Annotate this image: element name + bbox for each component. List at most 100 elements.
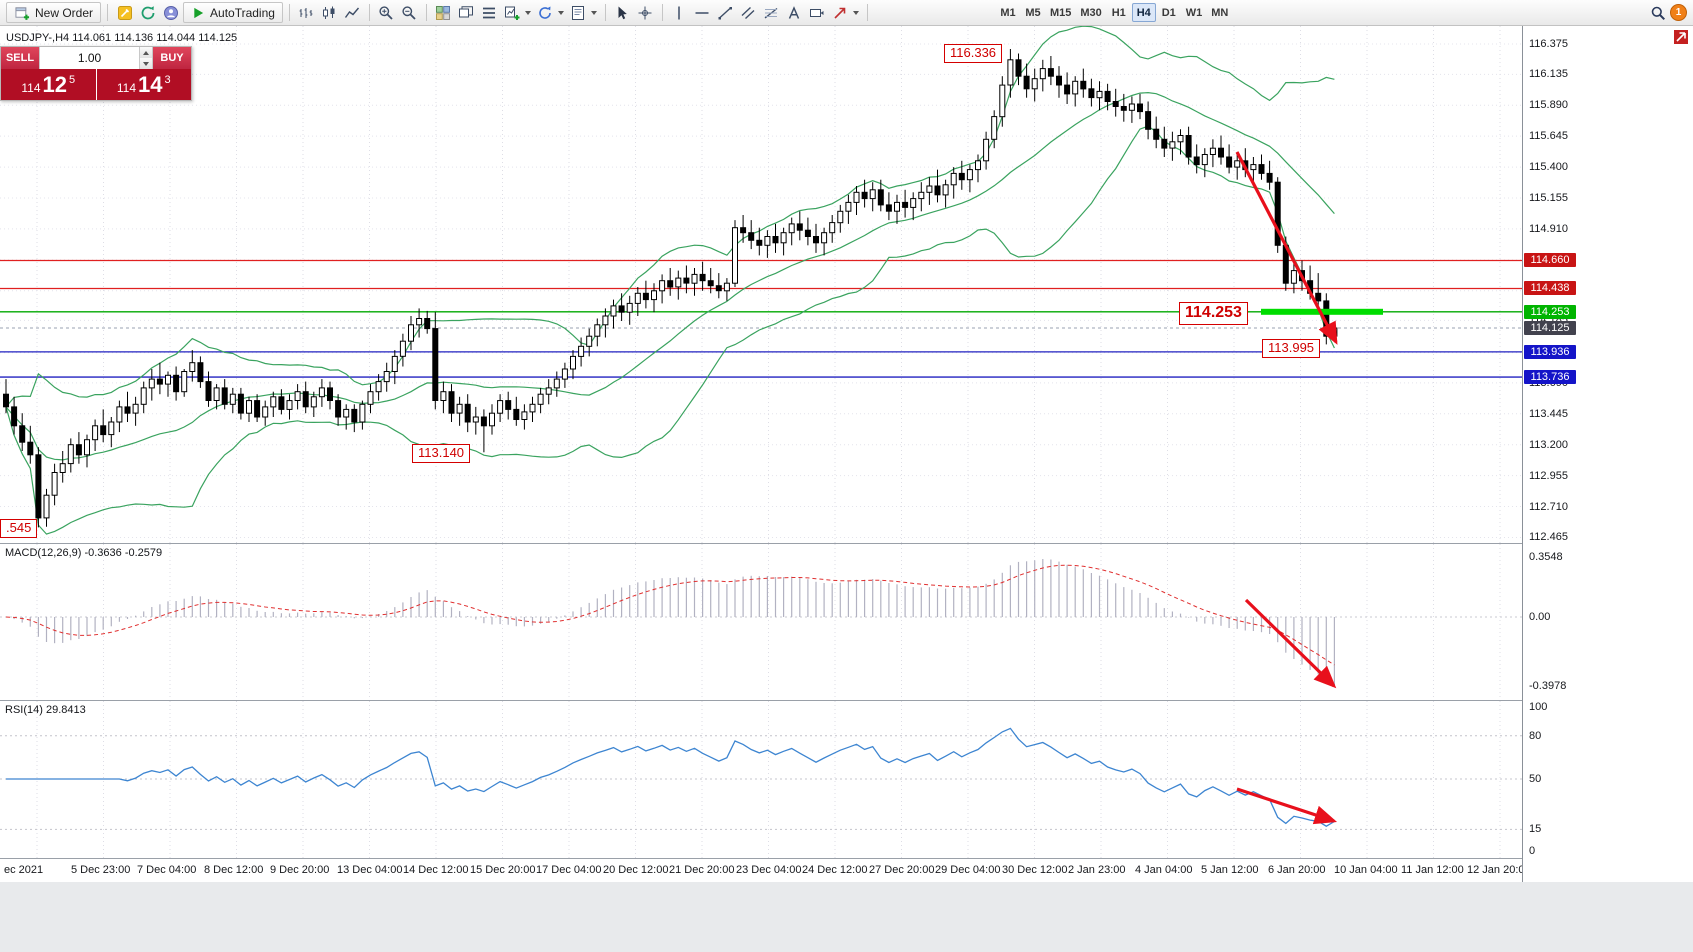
- arrow-up-right-icon: [1676, 32, 1686, 42]
- trendline-icon[interactable]: [715, 2, 736, 23]
- time-axis-label: 4 Jan 04:00: [1135, 864, 1193, 876]
- panel-separator[interactable]: [0, 700, 1693, 701]
- price-axis-label: 115.645: [1529, 130, 1568, 142]
- time-axis-label: 10 Jan 04:00: [1334, 864, 1398, 876]
- volume-decrease-button[interactable]: [140, 58, 152, 69]
- trend-arrow-rsi[interactable]: [1236, 787, 1338, 825]
- trade-panel-controls: SELL 1.00 BUY: [1, 47, 191, 69]
- down-arrow-icon: [143, 61, 149, 66]
- volume-increase-button[interactable]: [140, 47, 152, 58]
- sell-price-big: 12: [42, 71, 67, 97]
- label-tool-icon[interactable]: [807, 2, 828, 23]
- separator: [604, 4, 606, 21]
- price-tag-113.736: 113.736: [1524, 370, 1576, 384]
- dropdown-caret[interactable]: [524, 10, 531, 15]
- time-scale[interactable]: ec 2021 5 Dec 23:00 7 Dec 04:00 8 Dec 12:00…: [0, 859, 1522, 882]
- volume-spinner: [139, 47, 152, 69]
- main-chart[interactable]: [0, 26, 1522, 543]
- crosshair-icon[interactable]: [635, 2, 656, 23]
- bar-chart-icon[interactable]: [296, 2, 317, 23]
- timeframe-toolbar: M1 M5 M15 M30 H1 H4 D1 W1 MN: [996, 3, 1232, 22]
- dropdown-caret[interactable]: [590, 10, 597, 15]
- buy-price-display[interactable]: 114 14 3: [96, 69, 191, 100]
- bollinger-lower-band: [5, 125, 1335, 535]
- cascade-windows-icon[interactable]: [456, 2, 477, 23]
- new-order-button[interactable]: New Order: [6, 2, 102, 23]
- timeframe-w1[interactable]: W1: [1185, 6, 1203, 19]
- rsi-line: [6, 727, 1335, 827]
- new-chart-icon[interactable]: [502, 2, 523, 23]
- up-arrow-icon: [143, 50, 149, 55]
- zoom-in-icon[interactable]: [376, 2, 397, 23]
- price-axis-label: 113.445: [1529, 408, 1568, 420]
- price-annotation[interactable]: 116.336: [944, 44, 1003, 63]
- price-axis-label: 112.465: [1529, 531, 1568, 543]
- buy-price-sup: 3: [164, 74, 171, 86]
- window-list-icon[interactable]: [479, 2, 500, 23]
- time-axis-label: ec 2021: [4, 864, 44, 876]
- rsi-panel[interactable]: [0, 701, 1522, 858]
- price-annotation[interactable]: 114.253: [1179, 302, 1248, 325]
- timeframe-h4[interactable]: H4: [1131, 3, 1156, 22]
- horizontal-line-icon[interactable]: [692, 2, 713, 23]
- autotrading-button[interactable]: AutoTrading: [183, 2, 283, 23]
- timeframe-d1[interactable]: D1: [1161, 6, 1176, 19]
- vertical-line-icon[interactable]: [669, 2, 690, 23]
- metaeditor-icon[interactable]: [114, 2, 135, 23]
- timeframe-h1[interactable]: H1: [1111, 6, 1126, 19]
- account-badge[interactable]: 1: [1670, 4, 1687, 21]
- fibonacci-icon[interactable]: [761, 2, 782, 23]
- text-tool-icon[interactable]: [784, 2, 805, 23]
- volume-value[interactable]: 1.00: [77, 51, 102, 65]
- price-annotation[interactable]: 113.995: [1262, 339, 1321, 358]
- arrows-tool-icon[interactable]: [830, 2, 851, 23]
- profile-icon[interactable]: [160, 2, 181, 23]
- price-annotation[interactable]: 113.140: [412, 444, 471, 463]
- price-axis-label: 112.955: [1529, 470, 1568, 482]
- time-axis-label: 7 Dec 04:00: [137, 864, 197, 876]
- dropdown-caret[interactable]: [557, 10, 564, 15]
- time-axis-label: 17 Dec 04:00: [536, 864, 602, 876]
- price-axis-label: 115.890: [1529, 99, 1568, 111]
- trend-arrow-main[interactable]: [1235, 151, 1338, 345]
- refresh-icon[interactable]: [137, 2, 158, 23]
- rsi-axis-label: 0: [1529, 845, 1536, 857]
- scroll-to-end-button[interactable]: [1674, 30, 1688, 44]
- timeframe-m30[interactable]: M30: [1080, 6, 1102, 19]
- sell-button[interactable]: SELL: [1, 47, 39, 69]
- templates-icon[interactable]: [568, 2, 589, 23]
- time-axis-label: 5 Dec 23:00: [71, 864, 131, 876]
- candlestick-chart-icon[interactable]: [319, 2, 340, 23]
- price-scale[interactable]: 116.375 116.135 115.890 115.645 115.400 115.1…: [1522, 26, 1693, 882]
- timeframe-m5[interactable]: M5: [1025, 6, 1041, 19]
- search-icon[interactable]: [1647, 2, 1668, 23]
- price-tag-113.936: 113.936: [1524, 345, 1576, 359]
- channel-icon[interactable]: [738, 2, 759, 23]
- time-axis-label: 8 Dec 12:00: [204, 864, 264, 876]
- timeframe-mn[interactable]: MN: [1211, 6, 1229, 19]
- panel-separator[interactable]: [0, 543, 1693, 544]
- timeframe-m1[interactable]: M1: [1000, 6, 1016, 19]
- zoom-out-icon[interactable]: [399, 2, 420, 23]
- price-tag-114.438: 114.438: [1524, 281, 1576, 295]
- buy-button[interactable]: BUY: [153, 47, 191, 69]
- sell-price-display[interactable]: 114 12 5: [1, 69, 96, 100]
- time-axis-label: 2 Jan 23:00: [1068, 864, 1126, 876]
- volume-field[interactable]: 1.00: [39, 47, 153, 69]
- cursor-icon[interactable]: [612, 2, 633, 23]
- panel-separator[interactable]: [0, 858, 1693, 859]
- macd-panel[interactable]: [0, 544, 1522, 700]
- sell-price-main: 114: [21, 80, 41, 95]
- bollinger-upper-band: [5, 26, 1335, 408]
- line-chart-icon[interactable]: [342, 2, 363, 23]
- dropdown-caret[interactable]: [852, 10, 859, 15]
- timeframe-m15[interactable]: M15: [1049, 6, 1072, 19]
- sell-price-sup: 5: [69, 74, 76, 86]
- price-tag-114.660: 114.660: [1524, 253, 1576, 267]
- tile-windows-icon[interactable]: [433, 2, 454, 23]
- price-annotation[interactable]: .545: [0, 519, 38, 538]
- chart-cycle-icon[interactable]: [535, 2, 556, 23]
- trend-arrow-macd[interactable]: [1244, 598, 1337, 689]
- time-axis-label: 15 Dec 20:00: [470, 864, 536, 876]
- new-order-label: New Order: [35, 5, 94, 20]
